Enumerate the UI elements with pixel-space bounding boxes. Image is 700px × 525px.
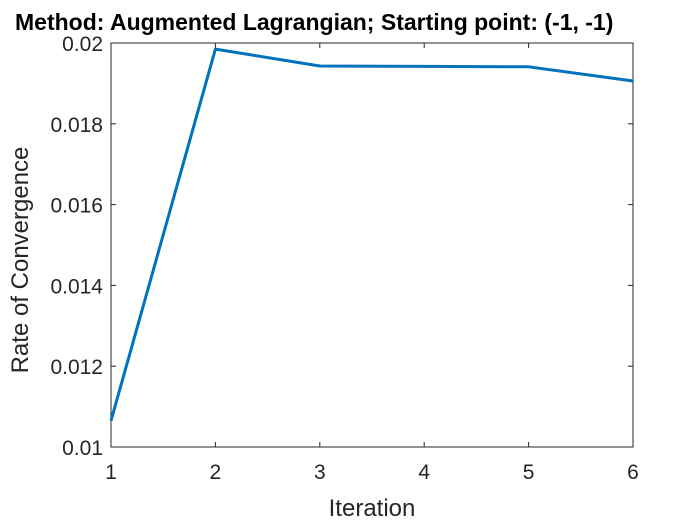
plot-area — [110, 42, 634, 448]
series-layer — [109, 47, 634, 422]
axes-box — [110, 42, 634, 448]
x-tick-label: 6 — [627, 461, 639, 484]
x-axis: 1 2 3 4 5 6 — [105, 43, 639, 484]
chart-title: Method: Augmented Lagrangian; Starting p… — [15, 9, 613, 35]
x-tick-label: 1 — [105, 461, 117, 484]
y-tick-label: 0.01 — [62, 437, 103, 460]
y-axis-label: Rate of Convergence — [7, 147, 34, 374]
y-axis: 0.01 0.012 0.014 0.016 0.018 0.02 — [50, 33, 633, 460]
y-tick-label: 0.012 — [50, 356, 103, 379]
x-axis-label: Iteration — [329, 495, 416, 522]
y-tick-label: 0.016 — [50, 195, 103, 218]
x-tick-label: 2 — [210, 461, 222, 484]
y-tick-label: 0.02 — [62, 33, 103, 56]
x-tick-label: 4 — [418, 461, 430, 484]
x-tick-label: 3 — [314, 461, 326, 484]
series-line-1 — [109, 47, 634, 422]
y-tick-label: 0.014 — [50, 275, 103, 298]
x-tick-label: 5 — [523, 461, 535, 484]
y-tick-label: 0.018 — [50, 114, 103, 137]
